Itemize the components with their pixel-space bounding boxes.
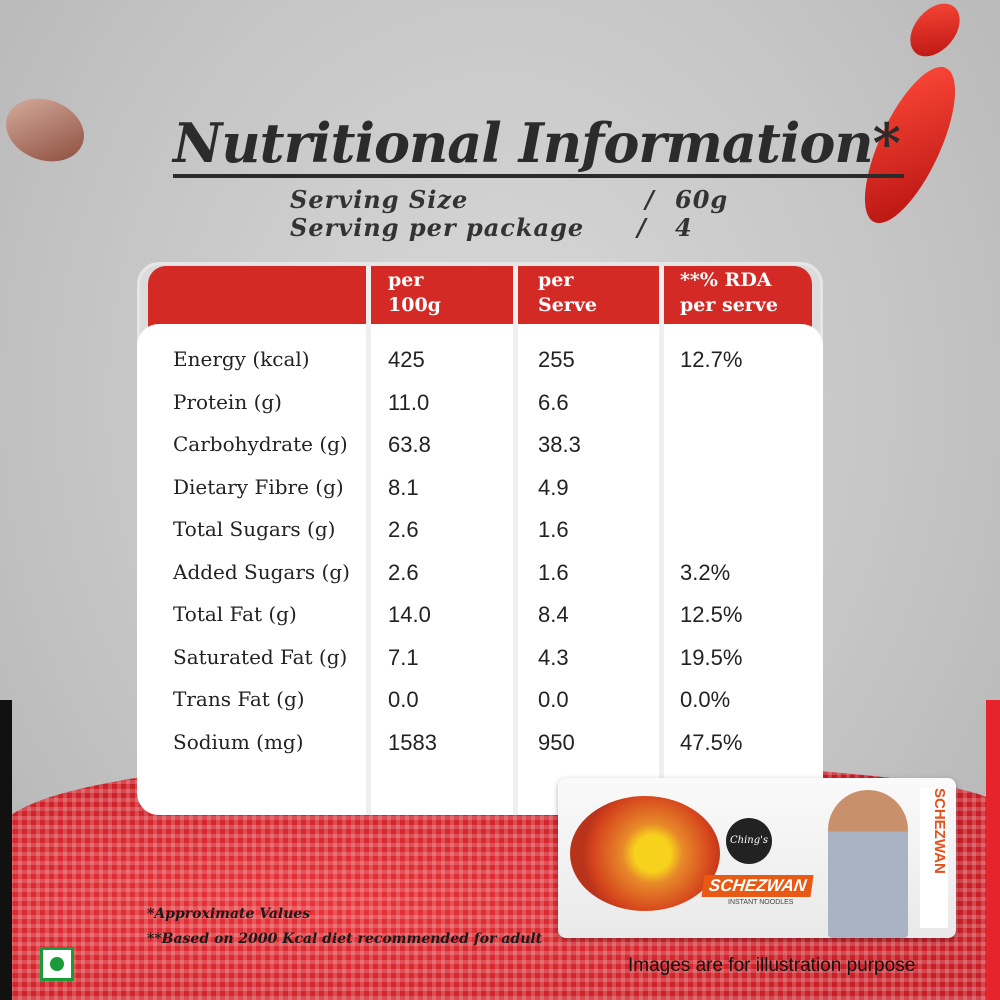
footnote-approximate: *Approximate Values <box>147 906 311 922</box>
table-row: Trans Fat (g) 0.0 0.0 0.0% <box>173 687 793 717</box>
package-variant-label: SCHEZWAN <box>701 875 814 897</box>
package-side-label: SCHEZWAN <box>920 788 948 928</box>
table-row: Total Fat (g) 14.0 8.4 12.5% <box>173 602 793 632</box>
value-per-100g: 7.1 <box>388 644 419 670</box>
value-per-100g: 1583 <box>388 729 437 755</box>
serving-per-package-value: 4 <box>675 213 693 242</box>
column-divider <box>659 266 664 815</box>
nutrient-label: Carbohydrate (g) <box>173 432 348 456</box>
garlic-image <box>0 88 93 172</box>
table-row: Sodium (mg) 1583 950 47.5% <box>173 730 793 760</box>
value-per-serve: 4.9 <box>538 474 569 500</box>
brand-logo: Ching's <box>726 818 772 864</box>
value-rda: 47.5% <box>680 729 743 755</box>
serving-per-package-separator: / <box>637 213 647 242</box>
header-rda: **% RDA per serve <box>680 269 778 316</box>
nutrition-table-header <box>148 266 812 328</box>
serving-per-package-label: Serving per package <box>290 213 585 242</box>
serving-size-separator: / <box>645 185 655 214</box>
column-divider <box>513 266 518 815</box>
column-divider <box>366 266 371 815</box>
value-per-100g: 63.8 <box>388 432 431 457</box>
black-edge-decoration <box>0 700 12 1000</box>
veg-mark-icon <box>40 947 74 981</box>
nutrient-label: Saturated Fat (g) <box>173 644 348 669</box>
red-edge-decoration <box>986 700 1000 1000</box>
table-row: Carbohydrate (g) 63.8 38.3 <box>173 432 793 462</box>
nutrient-label: Total Fat (g) <box>173 602 297 626</box>
value-per-100g: 14.0 <box>388 602 431 627</box>
table-row: Saturated Fat (g) 7.1 4.3 19.5% <box>173 645 793 675</box>
nutrient-label: Dietary Fibre (g) <box>173 474 344 499</box>
nutrient-label: Added Sugars (g) <box>173 559 350 584</box>
nutrition-table-body <box>137 324 823 815</box>
page-title: Nutritional Information* <box>173 112 904 178</box>
value-per-serve: 255 <box>538 347 575 372</box>
value-per-serve: 1.6 <box>538 517 569 542</box>
value-rda: 3.2% <box>680 559 731 585</box>
value-per-100g: 11.0 <box>388 389 430 415</box>
table-row: Total Sugars (g) 2.6 1.6 <box>173 517 793 547</box>
nutrient-label: Trans Fat (g) <box>173 687 305 711</box>
serving-size-label: Serving Size <box>290 185 469 214</box>
value-per-serve: 1.6 <box>538 559 569 585</box>
table-row: Energy (kcal) 425 255 12.7% <box>173 347 793 377</box>
value-rda: 19.5% <box>680 644 743 670</box>
value-per-serve: 0.0 <box>538 687 569 712</box>
mascot-image <box>828 790 908 938</box>
illustration-disclaimer: Images are for illustration purpose <box>628 955 916 976</box>
value-per-100g: 2.6 <box>388 559 419 585</box>
package-subtitle: INSTANT NOODLES <box>728 899 794 906</box>
value-per-100g: 425 <box>388 347 425 372</box>
nutrient-label: Energy (kcal) <box>173 347 310 371</box>
value-rda: 12.5% <box>680 602 743 627</box>
value-rda: 0.0% <box>680 687 731 712</box>
value-per-100g: 2.6 <box>388 517 419 542</box>
value-rda: 12.7% <box>680 347 743 372</box>
value-per-100g: 8.1 <box>388 474 419 500</box>
product-package-image: Ching's SCHEZWAN INSTANT NOODLES SCHEZWA… <box>558 778 956 938</box>
table-row: Dietary Fibre (g) 8.1 4.9 <box>173 475 793 505</box>
table-row: Protein (g) 11.0 6.6 <box>173 390 793 420</box>
value-per-serve: 4.3 <box>538 644 569 670</box>
header-per-serve: per Serve <box>538 269 597 316</box>
value-per-serve: 6.6 <box>538 389 569 415</box>
value-per-serve: 8.4 <box>538 602 569 627</box>
value-per-100g: 0.0 <box>388 687 419 712</box>
nutrient-label: Total Sugars (g) <box>173 517 336 541</box>
value-per-serve: 38.3 <box>538 432 581 457</box>
header-per-100g: per 100g <box>388 269 441 316</box>
footnote-rda: **Based on 2000 Kcal diet recommended fo… <box>147 931 543 947</box>
noodle-bowl-image <box>570 796 720 911</box>
red-chili-image <box>900 0 970 66</box>
serving-size-value: 60g <box>675 185 729 214</box>
nutrient-label: Sodium (mg) <box>173 729 304 754</box>
nutrient-label: Protein (g) <box>173 389 282 414</box>
value-per-serve: 950 <box>538 729 575 755</box>
table-row: Added Sugars (g) 2.6 1.6 3.2% <box>173 560 793 590</box>
